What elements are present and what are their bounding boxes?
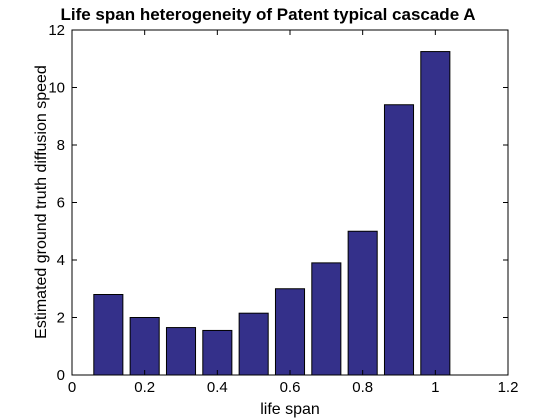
y-tick-label: 4 <box>57 252 65 269</box>
bar <box>312 263 341 375</box>
y-tick-label: 2 <box>57 310 65 327</box>
bar <box>94 295 123 376</box>
bar <box>421 52 450 375</box>
y-tick-label: 8 <box>57 137 65 154</box>
y-tick-label: 12 <box>48 22 65 39</box>
x-tick-label: 1.2 <box>498 379 519 396</box>
x-axis-label: life span <box>260 401 320 418</box>
x-tick-label: 0.6 <box>280 379 301 396</box>
chart-title: Life span heterogeneity of Patent typica… <box>60 5 475 24</box>
x-tick-label: 0.2 <box>134 379 155 396</box>
bar <box>384 105 413 375</box>
bar <box>166 328 195 375</box>
x-tick-label: 1 <box>431 379 439 396</box>
y-tick-label: 6 <box>57 195 65 212</box>
y-tick-label: 10 <box>48 80 65 97</box>
y-tick-label: 0 <box>57 367 65 384</box>
bar <box>130 318 159 376</box>
x-tick-label: 0.8 <box>352 379 373 396</box>
bar <box>239 313 268 375</box>
bars <box>94 52 450 375</box>
bar <box>348 231 377 375</box>
bar <box>203 330 232 375</box>
x-tick-label: 0 <box>68 379 76 396</box>
x-tick-label: 0.4 <box>207 379 228 396</box>
y-axis-label: Estimated ground truth diffusion speed <box>33 65 50 339</box>
bar <box>275 289 304 375</box>
